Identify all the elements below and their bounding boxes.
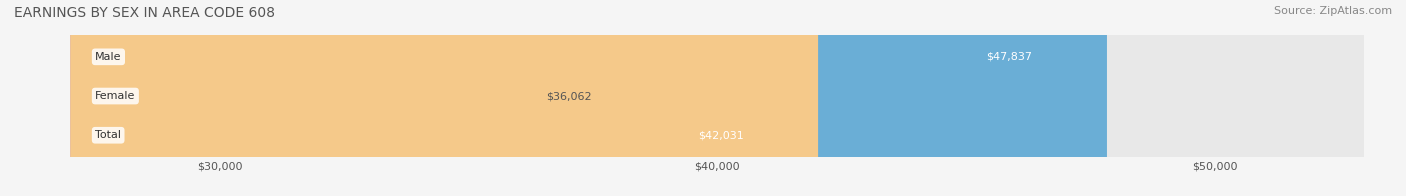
Text: Source: ZipAtlas.com: Source: ZipAtlas.com bbox=[1274, 6, 1392, 16]
Text: $47,837: $47,837 bbox=[987, 52, 1032, 62]
FancyBboxPatch shape bbox=[70, 0, 522, 196]
Text: EARNINGS BY SEX IN AREA CODE 608: EARNINGS BY SEX IN AREA CODE 608 bbox=[14, 6, 276, 20]
FancyBboxPatch shape bbox=[70, 0, 1364, 196]
FancyBboxPatch shape bbox=[70, 0, 1107, 196]
FancyBboxPatch shape bbox=[70, 0, 1364, 196]
FancyBboxPatch shape bbox=[70, 0, 1364, 196]
Text: Female: Female bbox=[96, 91, 135, 101]
FancyBboxPatch shape bbox=[70, 0, 818, 196]
Text: Total: Total bbox=[96, 130, 121, 140]
Text: $36,062: $36,062 bbox=[546, 91, 592, 101]
Text: $42,031: $42,031 bbox=[697, 130, 744, 140]
Text: Male: Male bbox=[96, 52, 122, 62]
